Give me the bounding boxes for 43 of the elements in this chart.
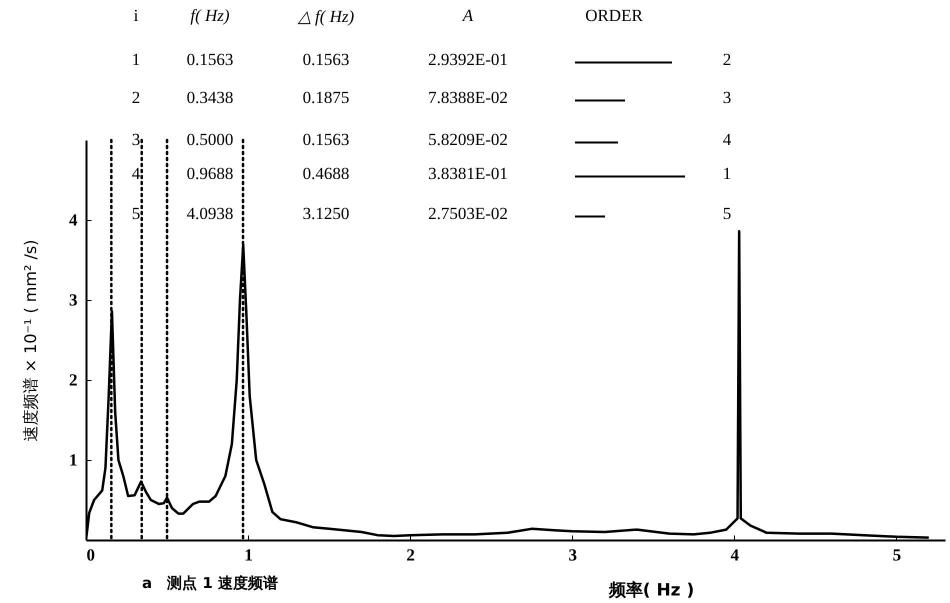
text: △ f( Hz) [298,6,354,27]
y-tick-label: 4 [69,210,78,230]
text: ORDER [585,6,643,26]
y-tick-label: 2 [69,370,78,390]
annotation: 0.9688 [186,164,234,184]
x-tick-label: 1 [244,546,253,564]
text: i [134,6,138,26]
text: 0.1563 [302,50,350,70]
y-tick-label: 3 [69,290,78,310]
annotation: 3 [132,130,140,150]
x-tick-label: 3 [568,546,577,564]
x-tick-label: 4 [730,546,740,564]
x-tick-label: 0 [86,546,95,564]
annotation: 2.7503E-02 [428,204,508,224]
x-tick-label: 5 [892,546,902,564]
text: a 测点 1 速度频谱 [142,574,278,593]
annotation: 3.8381E-01 [428,164,508,184]
text: 2 [132,88,140,108]
text: 0.1563 [186,50,234,70]
annotation: 5.8209E-02 [428,130,508,150]
annotation: 5 [132,204,140,224]
text: 0.3438 [186,88,234,108]
annotation: 4 [722,130,732,150]
annotation: 3.1250 [302,204,350,224]
text: A [462,6,474,26]
annotation: 1 [722,164,732,184]
annotation: 4 [132,164,140,184]
annotation: 4.0938 [186,204,234,224]
y-axis-title: 速度频谱 × 10⁻¹ ( mm² /s) [21,240,40,442]
text: f( Hz) [190,6,230,26]
text: 0.1875 [302,88,350,108]
text: 2.9392E-01 [428,50,508,70]
annotation: 5 [722,204,732,224]
text: 2 [722,50,732,70]
text: 1 [132,50,140,70]
x-axis-title: 频率( Hz ) [608,580,694,600]
annotation: 0.4688 [302,164,350,184]
annotation: 0.1563 [302,130,350,150]
x-tick-label: 2 [406,546,415,564]
text: 7.8388E-02 [428,88,508,108]
y-tick-label: 1 [69,450,78,470]
text: 3 [722,88,732,108]
annotation: 0.5000 [186,130,234,150]
